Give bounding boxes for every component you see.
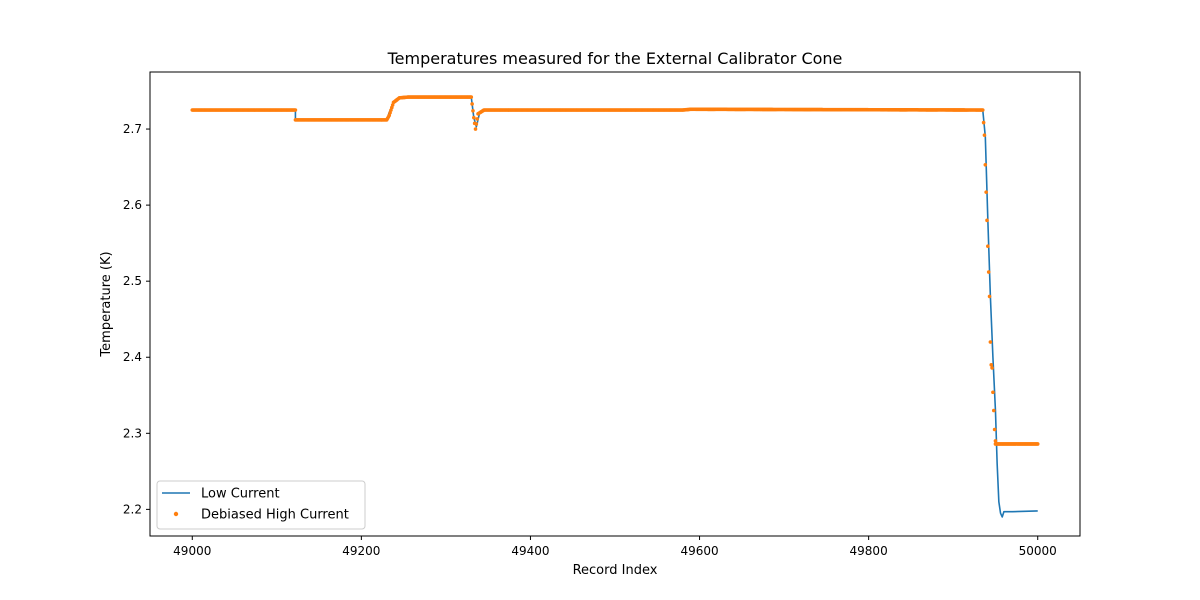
data-point — [986, 270, 991, 274]
data-point — [475, 117, 479, 121]
y-axis-label: Temperature (K) — [99, 251, 114, 357]
data-point — [988, 340, 993, 344]
x-tick-label: 49200 — [342, 544, 380, 558]
series-debiased-high-current-markers — [190, 95, 1040, 446]
data-point — [990, 366, 994, 370]
data-point — [991, 408, 996, 413]
data-point — [1035, 442, 1040, 446]
y-tick-label: 2.3 — [123, 426, 142, 440]
y-tick-label: 2.2 — [123, 502, 142, 516]
x-tick-label: 49000 — [173, 544, 211, 558]
data-point — [991, 390, 995, 395]
data-point — [984, 190, 988, 194]
legend-label: Debiased High Current — [201, 508, 349, 523]
plot-area — [190, 95, 1040, 518]
y-tick-label: 2.4 — [123, 350, 142, 364]
y-tick-label: 2.5 — [123, 274, 142, 288]
data-point — [980, 108, 985, 112]
data-point — [983, 163, 988, 167]
data-point — [472, 115, 476, 120]
data-point — [474, 122, 479, 126]
data-point — [992, 427, 997, 432]
axes: 49000 49200 49400 49600 49800 50000 2.2 2.3 2.4 2… — [123, 71, 1081, 558]
legend-marker-swatch — [173, 511, 179, 517]
legend-box — [156, 480, 366, 530]
x-tick-label: 50000 — [1019, 544, 1057, 558]
data-point — [985, 218, 989, 223]
y-tick-label: 2.7 — [123, 122, 142, 136]
chart-title: Temperatures measured for the External C… — [387, 49, 843, 68]
x-tick-label: 49800 — [850, 544, 888, 558]
data-point — [469, 95, 474, 99]
legend: Low Current Debiased High Current — [156, 480, 366, 530]
x-tick-label: 49600 — [680, 544, 718, 558]
data-point — [293, 108, 298, 112]
data-point — [471, 108, 475, 113]
data-point — [981, 120, 986, 125]
data-point — [986, 244, 990, 248]
data-point — [987, 294, 992, 299]
y-tick-label: 2.6 — [123, 198, 142, 212]
x-tick-label: 49400 — [511, 544, 549, 558]
data-point — [470, 102, 474, 106]
x-axis-label: Record Index — [573, 563, 658, 578]
data-point — [989, 363, 994, 367]
axes-frame — [149, 71, 1081, 537]
data-point — [473, 127, 478, 131]
legend-label: Low Current — [201, 487, 280, 502]
data-point — [993, 439, 998, 443]
data-point — [982, 133, 987, 137]
